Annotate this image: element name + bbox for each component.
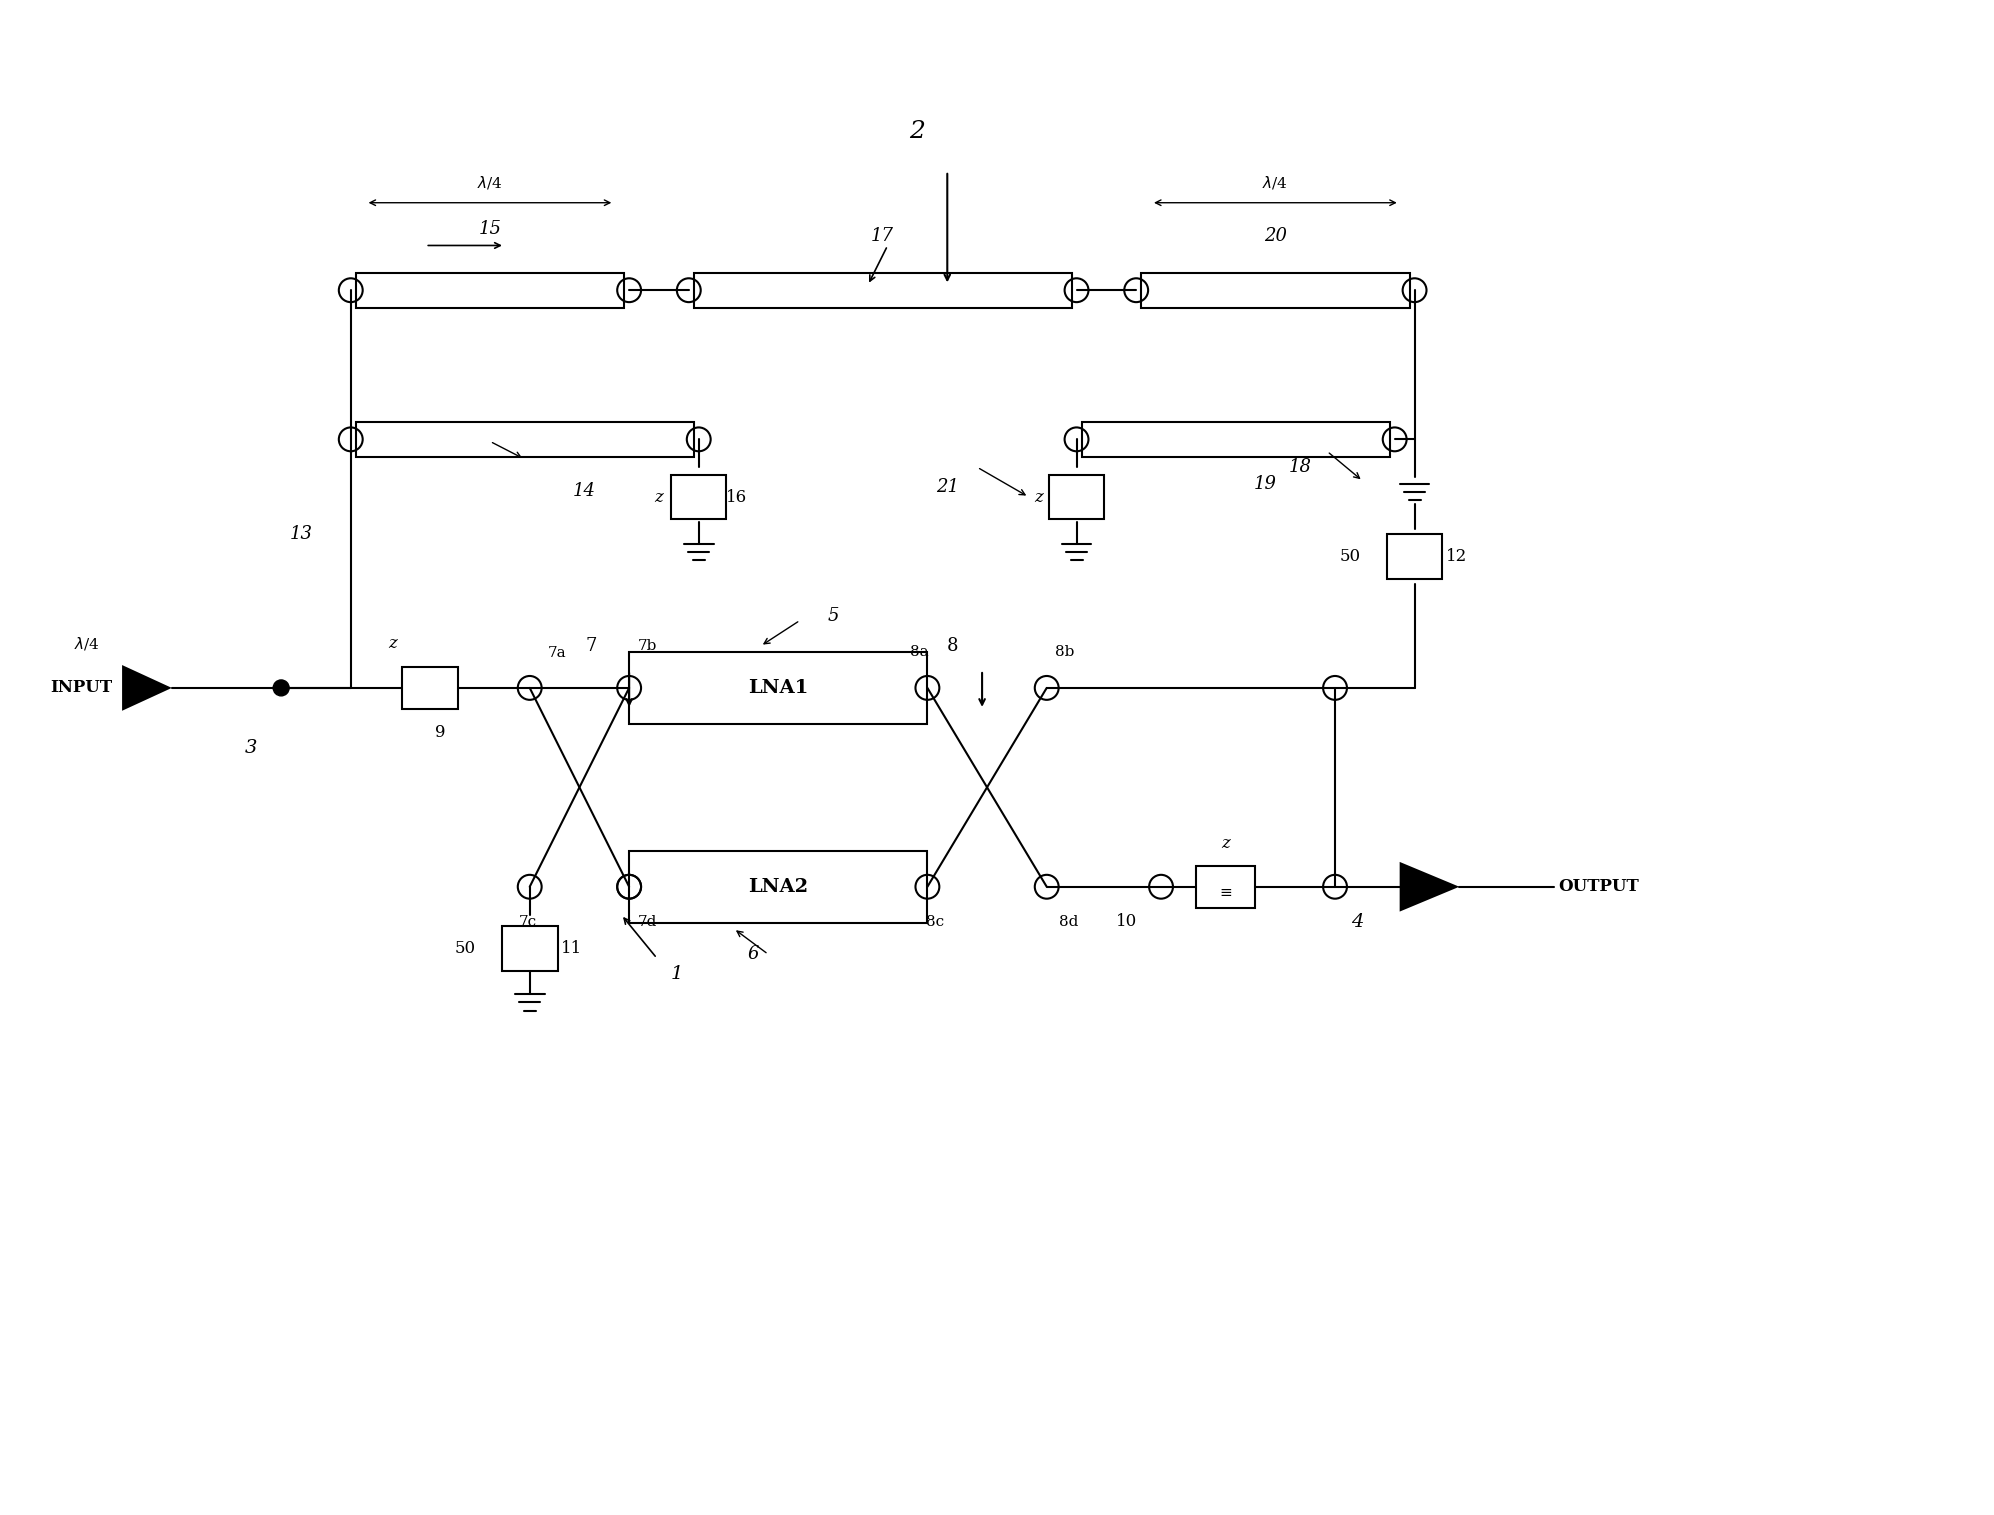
Text: $\lambda$/4: $\lambda$/4	[477, 174, 502, 191]
FancyBboxPatch shape	[1196, 867, 1256, 907]
Text: 8c: 8c	[927, 915, 945, 929]
Text: z: z	[1035, 488, 1043, 506]
Text: 8d: 8d	[1059, 915, 1079, 929]
Circle shape	[273, 680, 289, 695]
Text: LNA2: LNA2	[748, 877, 808, 895]
Text: 21: 21	[935, 479, 959, 495]
Text: LNA1: LNA1	[748, 679, 808, 697]
Text: 7b: 7b	[638, 639, 656, 653]
Text: 4: 4	[1350, 912, 1364, 930]
Text: OUTPUT: OUTPUT	[1559, 879, 1639, 895]
FancyBboxPatch shape	[1141, 273, 1410, 308]
FancyBboxPatch shape	[355, 423, 694, 456]
Text: $\lambda$/4: $\lambda$/4	[1262, 174, 1288, 191]
FancyBboxPatch shape	[1388, 535, 1442, 579]
Text: 7a: 7a	[548, 645, 566, 661]
Text: 20: 20	[1264, 227, 1286, 244]
Text: 9: 9	[435, 724, 445, 741]
FancyBboxPatch shape	[630, 851, 927, 923]
FancyBboxPatch shape	[672, 474, 726, 520]
Text: 16: 16	[726, 488, 748, 506]
Text: 5: 5	[828, 608, 839, 626]
FancyBboxPatch shape	[630, 651, 927, 724]
Text: 7: 7	[586, 638, 596, 654]
Polygon shape	[1400, 862, 1460, 912]
Text: 15: 15	[479, 220, 500, 238]
Text: 13: 13	[289, 524, 313, 542]
Text: 1: 1	[670, 965, 684, 983]
Text: ≡: ≡	[1218, 886, 1232, 900]
Text: z: z	[1220, 835, 1230, 851]
Text: INPUT: INPUT	[50, 679, 112, 697]
Text: 8: 8	[947, 638, 957, 654]
Text: 7c: 7c	[518, 915, 536, 929]
Text: 50: 50	[1340, 548, 1360, 565]
Text: 18: 18	[1288, 458, 1312, 476]
Text: 11: 11	[560, 939, 582, 957]
Text: 3: 3	[245, 738, 257, 756]
Text: 8a: 8a	[909, 645, 929, 659]
Text: 17: 17	[871, 227, 893, 244]
FancyBboxPatch shape	[502, 926, 558, 971]
Text: 10: 10	[1115, 914, 1137, 930]
Text: z: z	[654, 488, 664, 506]
Text: 19: 19	[1254, 476, 1276, 492]
Text: 50: 50	[455, 939, 477, 957]
Text: z: z	[389, 635, 397, 651]
Text: 2: 2	[909, 120, 925, 142]
FancyBboxPatch shape	[355, 273, 624, 308]
FancyBboxPatch shape	[1049, 474, 1105, 520]
Text: 12: 12	[1446, 548, 1468, 565]
Polygon shape	[122, 665, 171, 711]
Text: $\lambda$/4: $\lambda$/4	[74, 635, 100, 651]
FancyBboxPatch shape	[403, 667, 459, 709]
Text: 7d: 7d	[638, 915, 656, 929]
Text: 6: 6	[748, 945, 760, 964]
FancyBboxPatch shape	[1081, 423, 1390, 456]
Text: 14: 14	[572, 482, 596, 500]
Text: 8b: 8b	[1055, 645, 1075, 659]
FancyBboxPatch shape	[694, 273, 1071, 308]
